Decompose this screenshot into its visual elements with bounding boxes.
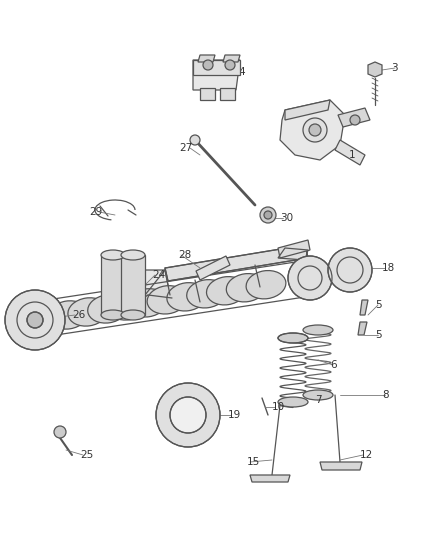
Polygon shape [196,256,230,280]
Ellipse shape [127,289,167,317]
Ellipse shape [303,390,333,400]
Circle shape [288,256,332,300]
Circle shape [225,60,235,70]
Text: 12: 12 [360,450,373,460]
Polygon shape [193,60,240,90]
Polygon shape [250,475,290,482]
Ellipse shape [206,277,246,305]
Circle shape [350,115,360,125]
Text: 30: 30 [280,213,293,223]
Polygon shape [223,55,240,62]
Polygon shape [140,270,170,295]
Text: 8: 8 [382,390,389,400]
Polygon shape [121,255,145,315]
Ellipse shape [226,273,266,302]
Ellipse shape [101,250,125,260]
Text: 5: 5 [375,300,381,310]
Polygon shape [320,462,362,470]
Polygon shape [285,100,330,120]
Circle shape [309,124,321,136]
Text: 26: 26 [72,310,85,320]
Text: 3: 3 [392,63,398,73]
Ellipse shape [246,271,286,299]
Polygon shape [358,322,367,335]
Text: 24: 24 [152,270,165,280]
Circle shape [170,397,206,433]
Ellipse shape [68,298,108,326]
Ellipse shape [278,397,308,407]
Polygon shape [165,245,308,281]
Text: 29: 29 [89,207,102,217]
Circle shape [203,60,213,70]
Polygon shape [198,55,215,62]
Text: 4: 4 [238,67,245,77]
Ellipse shape [147,286,187,314]
Text: 5: 5 [375,330,381,340]
Polygon shape [338,108,370,127]
Circle shape [54,426,66,438]
Text: 19: 19 [228,410,241,420]
Circle shape [303,118,327,142]
Circle shape [264,211,272,219]
Polygon shape [280,100,345,160]
Ellipse shape [101,310,125,320]
Ellipse shape [278,333,308,343]
Circle shape [328,248,372,292]
Ellipse shape [107,292,147,320]
Circle shape [5,290,65,350]
Polygon shape [368,62,382,77]
Text: 28: 28 [178,250,191,260]
Ellipse shape [167,282,207,311]
Ellipse shape [121,250,145,260]
Ellipse shape [88,295,127,323]
Text: 27: 27 [180,143,193,153]
Polygon shape [278,240,310,258]
Polygon shape [200,88,215,100]
Ellipse shape [303,325,333,335]
Polygon shape [220,88,235,100]
Circle shape [27,312,43,328]
Circle shape [156,383,220,447]
Text: 25: 25 [80,450,93,460]
Polygon shape [360,300,368,315]
Ellipse shape [187,280,226,308]
Text: 7: 7 [315,395,321,405]
Ellipse shape [121,310,145,320]
Circle shape [190,135,200,145]
Text: 18: 18 [382,263,395,273]
Polygon shape [193,60,240,75]
Polygon shape [101,255,125,315]
Text: 15: 15 [247,457,260,467]
Text: 6: 6 [330,360,337,370]
Text: 2: 2 [355,110,362,120]
Circle shape [260,207,276,223]
Text: 1: 1 [348,150,355,160]
Ellipse shape [48,301,88,329]
Text: 10: 10 [272,402,285,412]
Polygon shape [335,140,365,165]
